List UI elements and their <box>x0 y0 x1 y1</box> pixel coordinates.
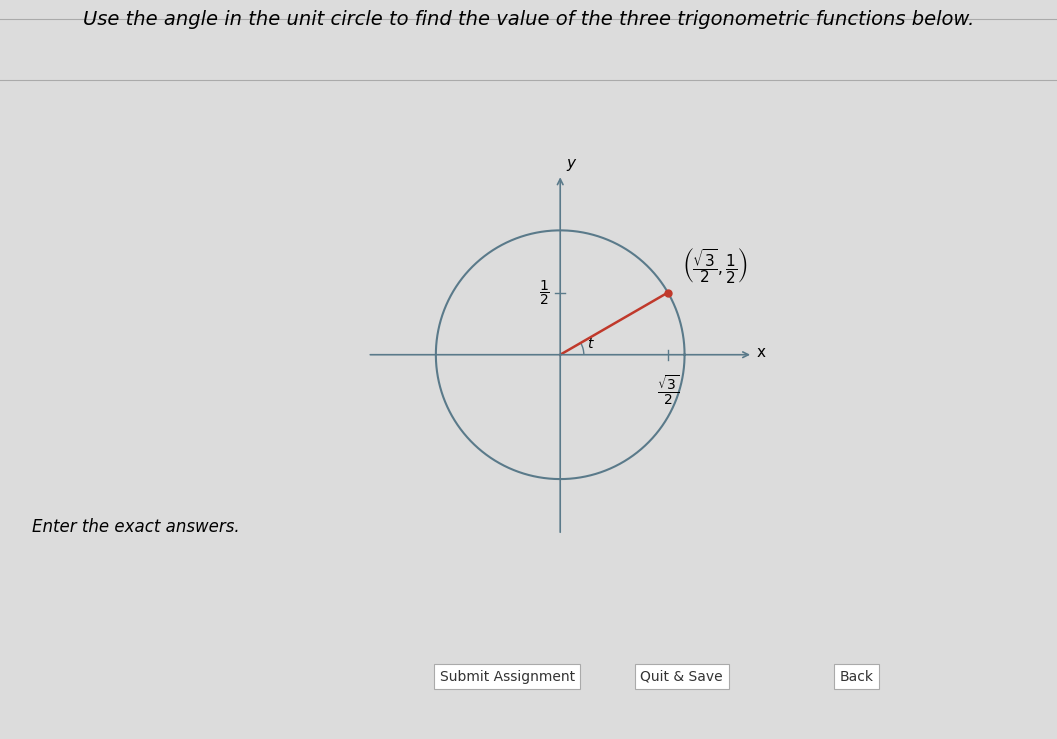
Text: Quit & Save: Quit & Save <box>641 670 723 684</box>
Text: $\dfrac{1}{2}$: $\dfrac{1}{2}$ <box>539 279 551 307</box>
Text: Submit Assignment: Submit Assignment <box>440 670 575 684</box>
Text: x: x <box>757 344 765 360</box>
Text: Enter the exact answers.: Enter the exact answers. <box>32 518 239 537</box>
Text: $\left(\dfrac{\sqrt{3}}{2},\dfrac{1}{2}\right)$: $\left(\dfrac{\sqrt{3}}{2},\dfrac{1}{2}\… <box>682 245 747 285</box>
Text: y: y <box>567 156 575 171</box>
Text: $\dfrac{\sqrt{3}}{2}$: $\dfrac{\sqrt{3}}{2}$ <box>656 373 679 406</box>
Text: t: t <box>588 336 593 350</box>
Text: Back: Back <box>839 670 873 684</box>
Text: Use the angle in the unit circle to find the value of the three trigonometric fu: Use the angle in the unit circle to find… <box>82 10 975 29</box>
